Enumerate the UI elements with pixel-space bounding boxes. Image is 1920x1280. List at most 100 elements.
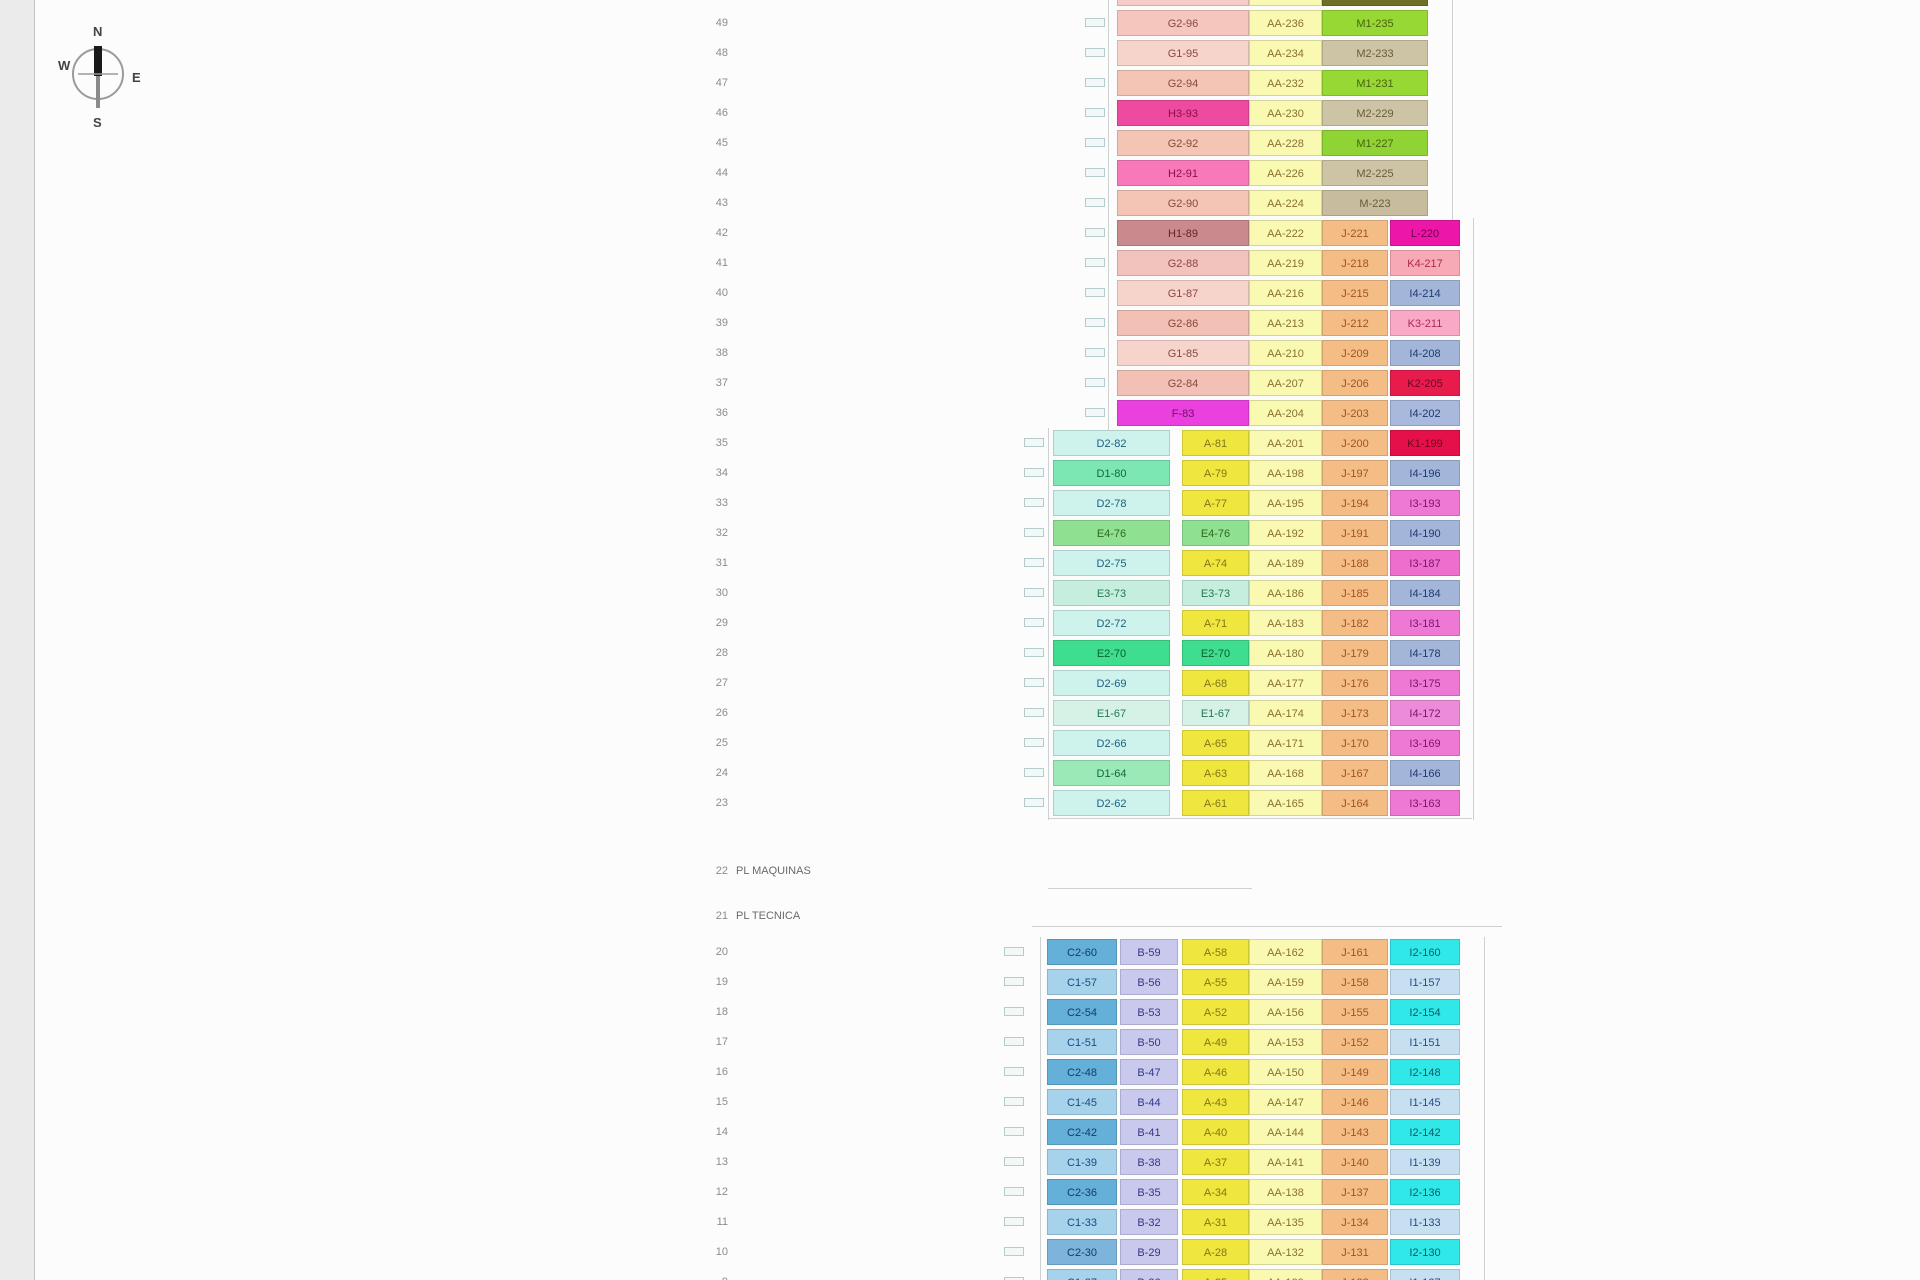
unit-cell: J-143 [1322, 1119, 1388, 1145]
unit-cell: I4-214 [1390, 280, 1460, 306]
unit-cell: D2-62 [1053, 790, 1170, 816]
slab-edge-tick [1085, 18, 1105, 27]
unit-cell: I2-154 [1390, 999, 1460, 1025]
building-outline-line [1473, 218, 1474, 820]
slab-edge-tick [1024, 498, 1044, 507]
floor-number-label: 45 [715, 137, 728, 149]
unit-cell: I1-127 [1390, 1269, 1460, 1280]
unit-cell: J-161 [1322, 939, 1388, 965]
unit-cell: J-155 [1322, 999, 1388, 1025]
unit-cell: H3-93 [1117, 100, 1249, 126]
unit-cell: K3-211 [1390, 310, 1460, 336]
unit-cell: AA-150 [1249, 1059, 1322, 1085]
unit-cell: A-68 [1182, 670, 1249, 696]
unit-cell: G2-84 [1117, 370, 1249, 396]
floor-number-label: 47 [715, 77, 728, 89]
slab-edge-tick [1004, 1217, 1024, 1226]
unit-cell: J-173 [1322, 700, 1388, 726]
slab-edge-tick [1004, 1127, 1024, 1136]
unit-cell: B-47 [1120, 1059, 1178, 1085]
unit-cell: J-152 [1322, 1029, 1388, 1055]
unit-cell: AA-129 [1249, 1269, 1322, 1280]
slab-edge-tick [1024, 618, 1044, 627]
technical-floor-number: 21 [715, 910, 728, 922]
unit-cell: L-220 [1390, 220, 1460, 246]
unit-cell: I4-208 [1390, 340, 1460, 366]
slab-edge-tick [1085, 318, 1105, 327]
unit-cell: I3-181 [1390, 610, 1460, 636]
unit-cell: J-149 [1322, 1059, 1388, 1085]
unit-cell: D1-64 [1053, 760, 1170, 786]
unit-cell: C2-42 [1047, 1119, 1117, 1145]
compass-north-label: N [93, 24, 102, 39]
unit-cell: K4-217 [1390, 250, 1460, 276]
unit-cell: J-209 [1322, 340, 1388, 366]
floor-number-label: 31 [715, 557, 728, 569]
unit-cell: K1-199 [1390, 430, 1460, 456]
unit-cell: E3-73 [1053, 580, 1170, 606]
unit-cell: M1-227 [1322, 130, 1428, 156]
unit-cell: A-79 [1182, 460, 1249, 486]
unit-cell: J-206 [1322, 370, 1388, 396]
unit-cell: AA-141 [1249, 1149, 1322, 1175]
unit-cell: G2-88 [1117, 250, 1249, 276]
unit-cell: J-218 [1322, 250, 1388, 276]
unit-cell: AA-230 [1249, 100, 1322, 126]
slab-edge-tick [1024, 528, 1044, 537]
unit-cell: I1-139 [1390, 1149, 1460, 1175]
unit-cell: B-41 [1120, 1119, 1178, 1145]
floor-number-label: 25 [715, 737, 728, 749]
unit-cell: J-170 [1322, 730, 1388, 756]
slab-edge-tick [1024, 558, 1044, 567]
unit-cell: E4-76 [1053, 520, 1170, 546]
slab-edge-tick [1085, 378, 1105, 387]
slab-edge-tick [1024, 738, 1044, 747]
unit-cell: AA-147 [1249, 1089, 1322, 1115]
unit-cell: J-191 [1322, 520, 1388, 546]
unit-cell: D2-75 [1053, 550, 1170, 576]
unit-cell: I4-184 [1390, 580, 1460, 606]
unit-cell: AA-189 [1249, 550, 1322, 576]
compass-south-label: S [93, 115, 102, 130]
unit-cell: E1-67 [1053, 700, 1170, 726]
unit-cell: AA-177 [1249, 670, 1322, 696]
slab-edge-tick [1024, 768, 1044, 777]
slab-edge-tick [1004, 1007, 1024, 1016]
unit-cell: B-35 [1120, 1179, 1178, 1205]
unit-cell: I3-175 [1390, 670, 1460, 696]
unit-cell: I3-163 [1390, 790, 1460, 816]
unit-cell: G1-95 [1117, 40, 1249, 66]
unit-cell: I4-166 [1390, 760, 1460, 786]
slab-edge-tick [1085, 408, 1105, 417]
unit-cell: AA-224 [1249, 190, 1322, 216]
unit-cell: G2-96 [1117, 10, 1249, 36]
unit-cell: I4-178 [1390, 640, 1460, 666]
floor-number-label: 41 [715, 257, 728, 269]
unit-cell: A-77 [1182, 490, 1249, 516]
unit-cell: J-167 [1322, 760, 1388, 786]
unit-cell: AA-168 [1249, 760, 1322, 786]
unit-cell: AA-153 [1249, 1029, 1322, 1055]
slab-edge-tick [1085, 198, 1105, 207]
unit-cell: A-55 [1182, 969, 1249, 995]
unit-cell: G2-90 [1117, 190, 1249, 216]
unit-cell: G2-94 [1117, 70, 1249, 96]
slab-edge-tick [1085, 108, 1105, 117]
unit-cell: I2-160 [1390, 939, 1460, 965]
unit-cell: C1-33 [1047, 1209, 1117, 1235]
unit-cell: M-223 [1322, 190, 1428, 216]
floor-number-label: 40 [715, 287, 728, 299]
unit-cell: I4-190 [1390, 520, 1460, 546]
unit-cell: H2-91 [1117, 160, 1249, 186]
unit-cell: A-61 [1182, 790, 1249, 816]
unit-cell: J-137 [1322, 1179, 1388, 1205]
unit-cell: I1-145 [1390, 1089, 1460, 1115]
unit-cell: A-63 [1182, 760, 1249, 786]
unit-cell: I3-187 [1390, 550, 1460, 576]
floor-number-label: 46 [715, 107, 728, 119]
unit-cell: D2-78 [1053, 490, 1170, 516]
unit-cell: M1-235 [1322, 10, 1428, 36]
unit-cell: AA-228 [1249, 130, 1322, 156]
building-outline-line [1452, 0, 1453, 220]
